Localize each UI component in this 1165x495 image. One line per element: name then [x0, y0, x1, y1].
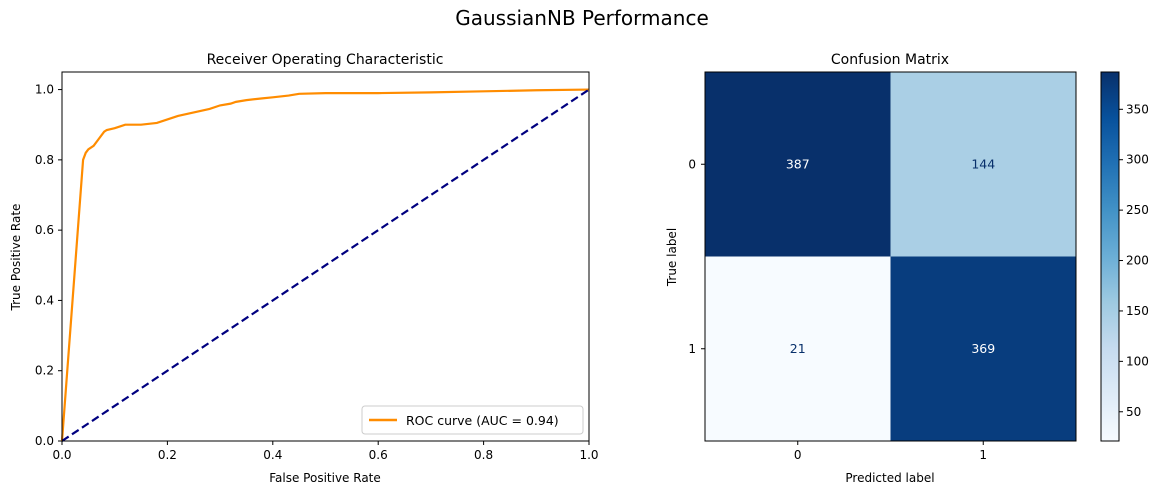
roc-ytick-label: 0.6	[35, 223, 54, 237]
cm-cell-value: 387	[786, 156, 810, 171]
roc-curve-line	[60, 88, 590, 442]
cm-ytick-label: 1	[688, 342, 696, 356]
colorbar-tick-label: 250	[1126, 203, 1149, 217]
roc-xtick-label: 0.8	[474, 448, 493, 462]
colorbar-tick-label: 50	[1126, 405, 1141, 419]
colorbar-tick-label: 350	[1126, 102, 1149, 116]
cm-cell	[890, 256, 1076, 441]
colorbar-tick-label: 200	[1126, 254, 1149, 268]
colorbar-tick-label: 300	[1126, 153, 1149, 167]
roc-xlabel: False Positive Rate	[269, 471, 381, 485]
roc-panel: Receiver Operating Characteristic 0.0 0.2…	[9, 52, 599, 485]
roc-lines	[60, 88, 590, 442]
roc-axes-frame	[61, 71, 590, 442]
cm-xtick-label: 1	[979, 448, 987, 462]
roc-legend: ROC curve (AUC = 0.94)	[361, 405, 584, 435]
cm-cell	[705, 256, 891, 441]
cm-title: Confusion Matrix	[831, 52, 949, 68]
roc-xtick-label: 0.0	[52, 448, 71, 462]
roc-ytick-label: 0.4	[35, 293, 54, 307]
roc-ytick-label: 0.8	[35, 153, 54, 167]
cm-ticks: 0 1 0 1	[688, 157, 987, 462]
cm-xtick-label: 0	[794, 448, 802, 462]
roc-ytick-label: 1.0	[35, 83, 54, 97]
colorbar-tick-label: 150	[1126, 304, 1149, 318]
colorbar: 50 100 150 200 250 300 350	[1100, 71, 1149, 442]
figure-suptitle: GaussianNB Performance	[455, 6, 709, 30]
roc-ticks: 0.0 0.2 0.4 0.6 0.8 1.0 0.0 0.2 0.4 0.6 0.8 1.0	[35, 83, 599, 462]
roc-title: Receiver Operating Characteristic	[207, 52, 444, 68]
cm-axes-frame	[704, 71, 1077, 442]
cm-xlabel: Predicted label	[845, 471, 934, 485]
cm-cell	[705, 72, 891, 257]
cm-cell-value: 369	[971, 341, 995, 356]
roc-ytick-label: 0.2	[35, 364, 54, 378]
cm-cell	[890, 72, 1076, 257]
roc-ylabel: True Positive Rate	[9, 204, 23, 312]
chance-diagonal-line	[61, 88, 590, 442]
cm-cell-value: 21	[790, 341, 806, 356]
cm-ytick-label: 0	[688, 157, 696, 171]
roc-xtick-label: 0.6	[369, 448, 388, 462]
roc-legend-label: ROC curve (AUC = 0.94)	[406, 413, 559, 428]
roc-xtick-label: 0.4	[263, 448, 282, 462]
colorbar-ticks: 50 100 150 200 250 300 350	[1119, 102, 1149, 419]
roc-legend-box	[361, 405, 584, 435]
cm-cell-value: 144	[971, 156, 995, 171]
roc-xtick-label: 0.2	[158, 448, 177, 462]
cm-ylabel: True label	[665, 228, 679, 287]
cm-cells: 387 144 21 369	[705, 72, 1076, 441]
confusion-matrix-panel: Confusion Matrix 387 144 21 369 0 1 0 1 Predic…	[665, 52, 1077, 485]
roc-xtick-label: 1.0	[579, 448, 598, 462]
roc-ytick-label: 0.0	[35, 434, 54, 448]
colorbar-gradient	[1100, 71, 1120, 442]
colorbar-tick-label: 100	[1126, 354, 1149, 368]
